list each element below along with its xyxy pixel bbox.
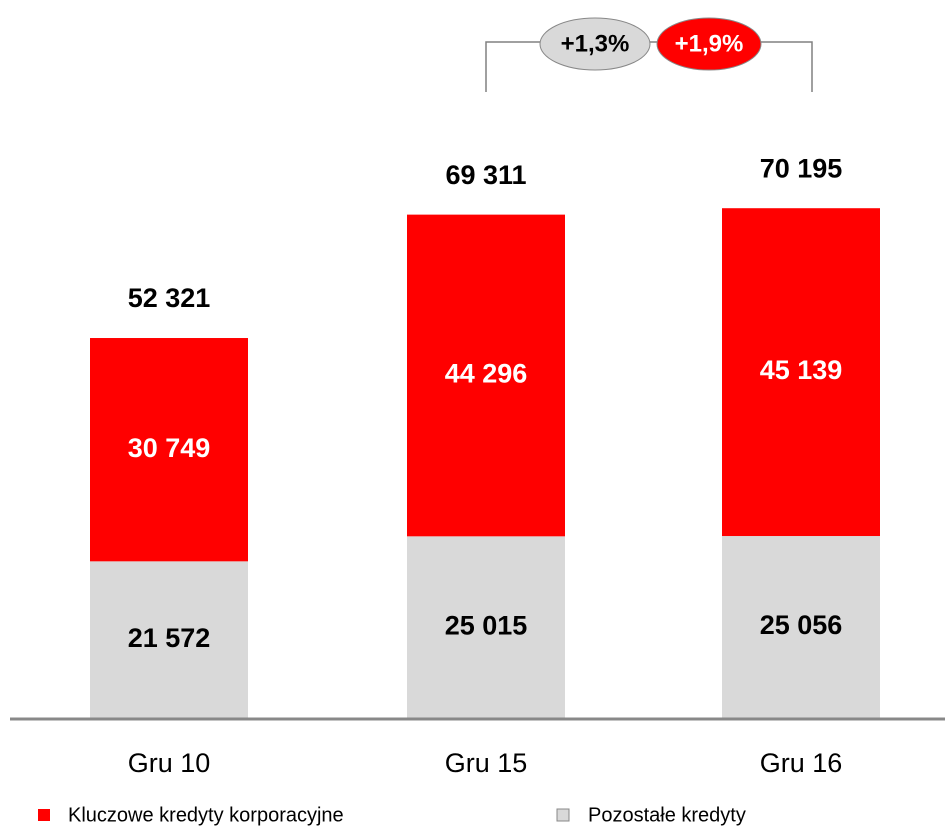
value-label: 45 139	[760, 355, 843, 385]
annotation: +1,3%	[561, 30, 630, 57]
value-label: 21 572	[128, 623, 211, 653]
total-label: 52 321	[128, 283, 211, 313]
bar-segment	[722, 208, 880, 537]
annotation: +1,9%	[675, 30, 744, 57]
bar-segment	[407, 214, 565, 537]
x-tick-label: Gru 15	[445, 748, 528, 778]
bar-segment	[90, 561, 248, 718]
value-label: 25 015	[445, 610, 528, 640]
value-label: 25 056	[760, 610, 843, 640]
legend-swatch	[38, 809, 50, 821]
legend-label: Kluczowe kredyty korporacyjne	[68, 804, 344, 826]
annotation-bubble	[539, 17, 651, 71]
bar-segment	[90, 338, 248, 562]
total-label: 70 195	[760, 153, 843, 183]
legend-swatch	[556, 808, 570, 822]
x-tick-label: Gru 16	[760, 748, 843, 778]
value-label: 30 749	[128, 433, 211, 463]
bar-segment	[722, 536, 880, 718]
legend-label: Pozostałe kredyty	[588, 804, 746, 826]
bar-segment	[407, 536, 565, 718]
total-label: 69 311	[445, 160, 526, 190]
annotation-bubble	[656, 17, 762, 71]
x-tick-label: Gru 10	[128, 748, 211, 778]
value-label: 44 296	[445, 359, 528, 389]
